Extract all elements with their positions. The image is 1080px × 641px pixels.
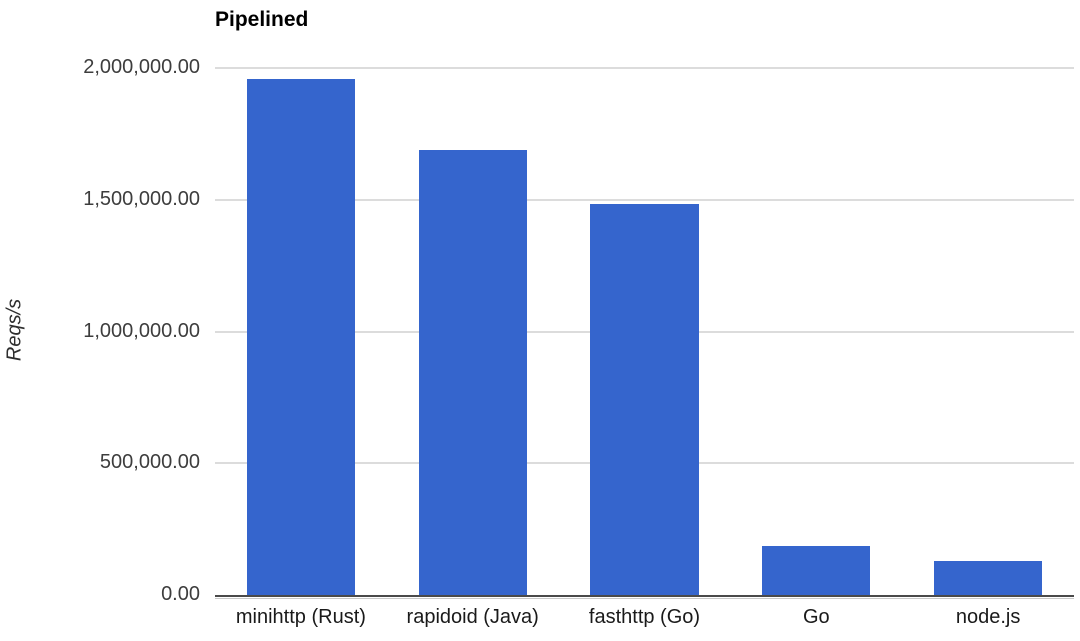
y-tick-label: 0.00 — [161, 583, 200, 606]
x-axis-label: minihttp (Rust) — [235, 606, 366, 628]
bar-slot — [559, 68, 731, 595]
bar-slot — [387, 68, 559, 595]
chart-bar — [933, 561, 1043, 595]
chart-bar — [762, 546, 871, 595]
y-tick-label: 500,000.00 — [99, 451, 200, 474]
x-axis-label: node.js — [955, 606, 1021, 628]
chart-bar — [246, 78, 355, 595]
y-tick-label: 1,000,000.00 — [83, 319, 200, 342]
x-axis-label: Go — [802, 606, 830, 628]
x-axis-labels: minihttp (Rust) rapidoid (Java) fasthttp (… — [215, 606, 1074, 629]
plot-area — [215, 67, 1074, 597]
y-axis-title: Reqs/s — [3, 298, 26, 362]
x-axis-label: fasthttp (Go) — [588, 606, 701, 628]
chart-bar — [590, 203, 699, 595]
bar-slot — [902, 68, 1074, 595]
bars-container — [215, 68, 1074, 595]
bar-slot — [215, 68, 387, 595]
bar-slot — [730, 68, 902, 595]
chart-title: Pipelined — [215, 8, 309, 31]
gridline — [215, 67, 1074, 69]
chart-bar — [418, 149, 527, 595]
x-axis-label: rapidoid (Java) — [406, 606, 539, 628]
gridline — [215, 198, 1074, 201]
axis-shadow-line — [215, 598, 1074, 599]
y-tick-label: 1,500,000.00 — [83, 187, 200, 210]
y-tick-label: 2,000,000.00 — [83, 56, 200, 79]
